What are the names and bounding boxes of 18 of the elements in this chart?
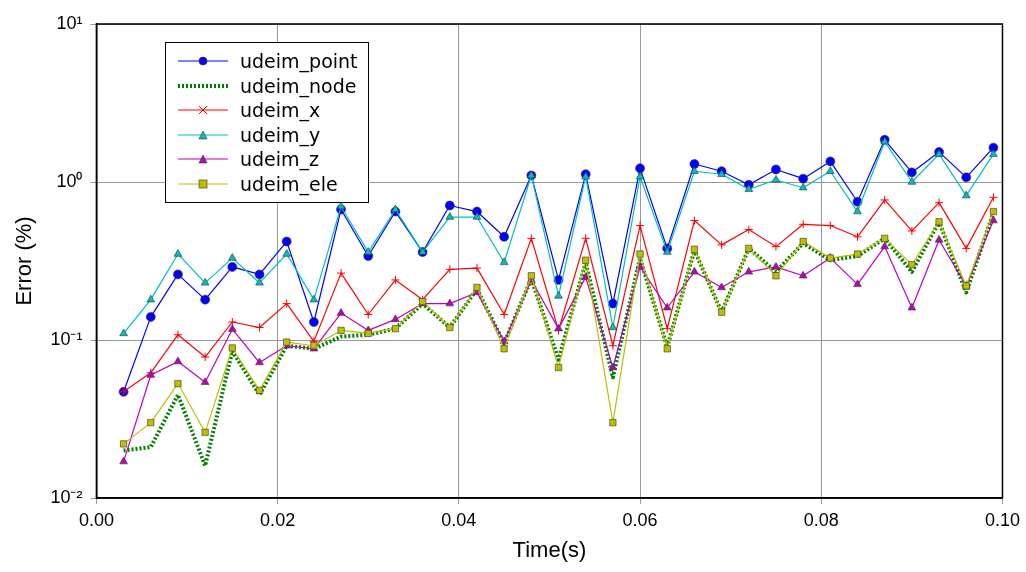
x-axis-title: Time(s) [512, 536, 587, 562]
legend-label: udeim_point [240, 49, 358, 74]
y-tick-label: 10⁻² [50, 486, 83, 507]
y-tick-label: 10⁻¹ [50, 328, 83, 349]
x-tick-label: 0.04 [441, 509, 477, 530]
y-axis-title: Error (%) [11, 216, 37, 306]
x-tick-label: 0.08 [803, 509, 839, 530]
x-tick-label: 0.06 [622, 509, 658, 530]
legend-label: udeim_ele [240, 171, 338, 196]
legend-label: udeim_node [240, 73, 357, 98]
y-tick-label: 10¹ [56, 12, 83, 33]
x-tick-label: 0.10 [984, 509, 1021, 530]
legend-label: udeim_z [240, 147, 320, 172]
y-tick-label: 10⁰ [56, 170, 83, 191]
x-tick-label: 0.02 [260, 509, 296, 530]
legend-label: udeim_x [240, 98, 321, 123]
legend-label: udeim_y [240, 122, 321, 147]
x-tick-label: 0.00 [78, 509, 114, 530]
